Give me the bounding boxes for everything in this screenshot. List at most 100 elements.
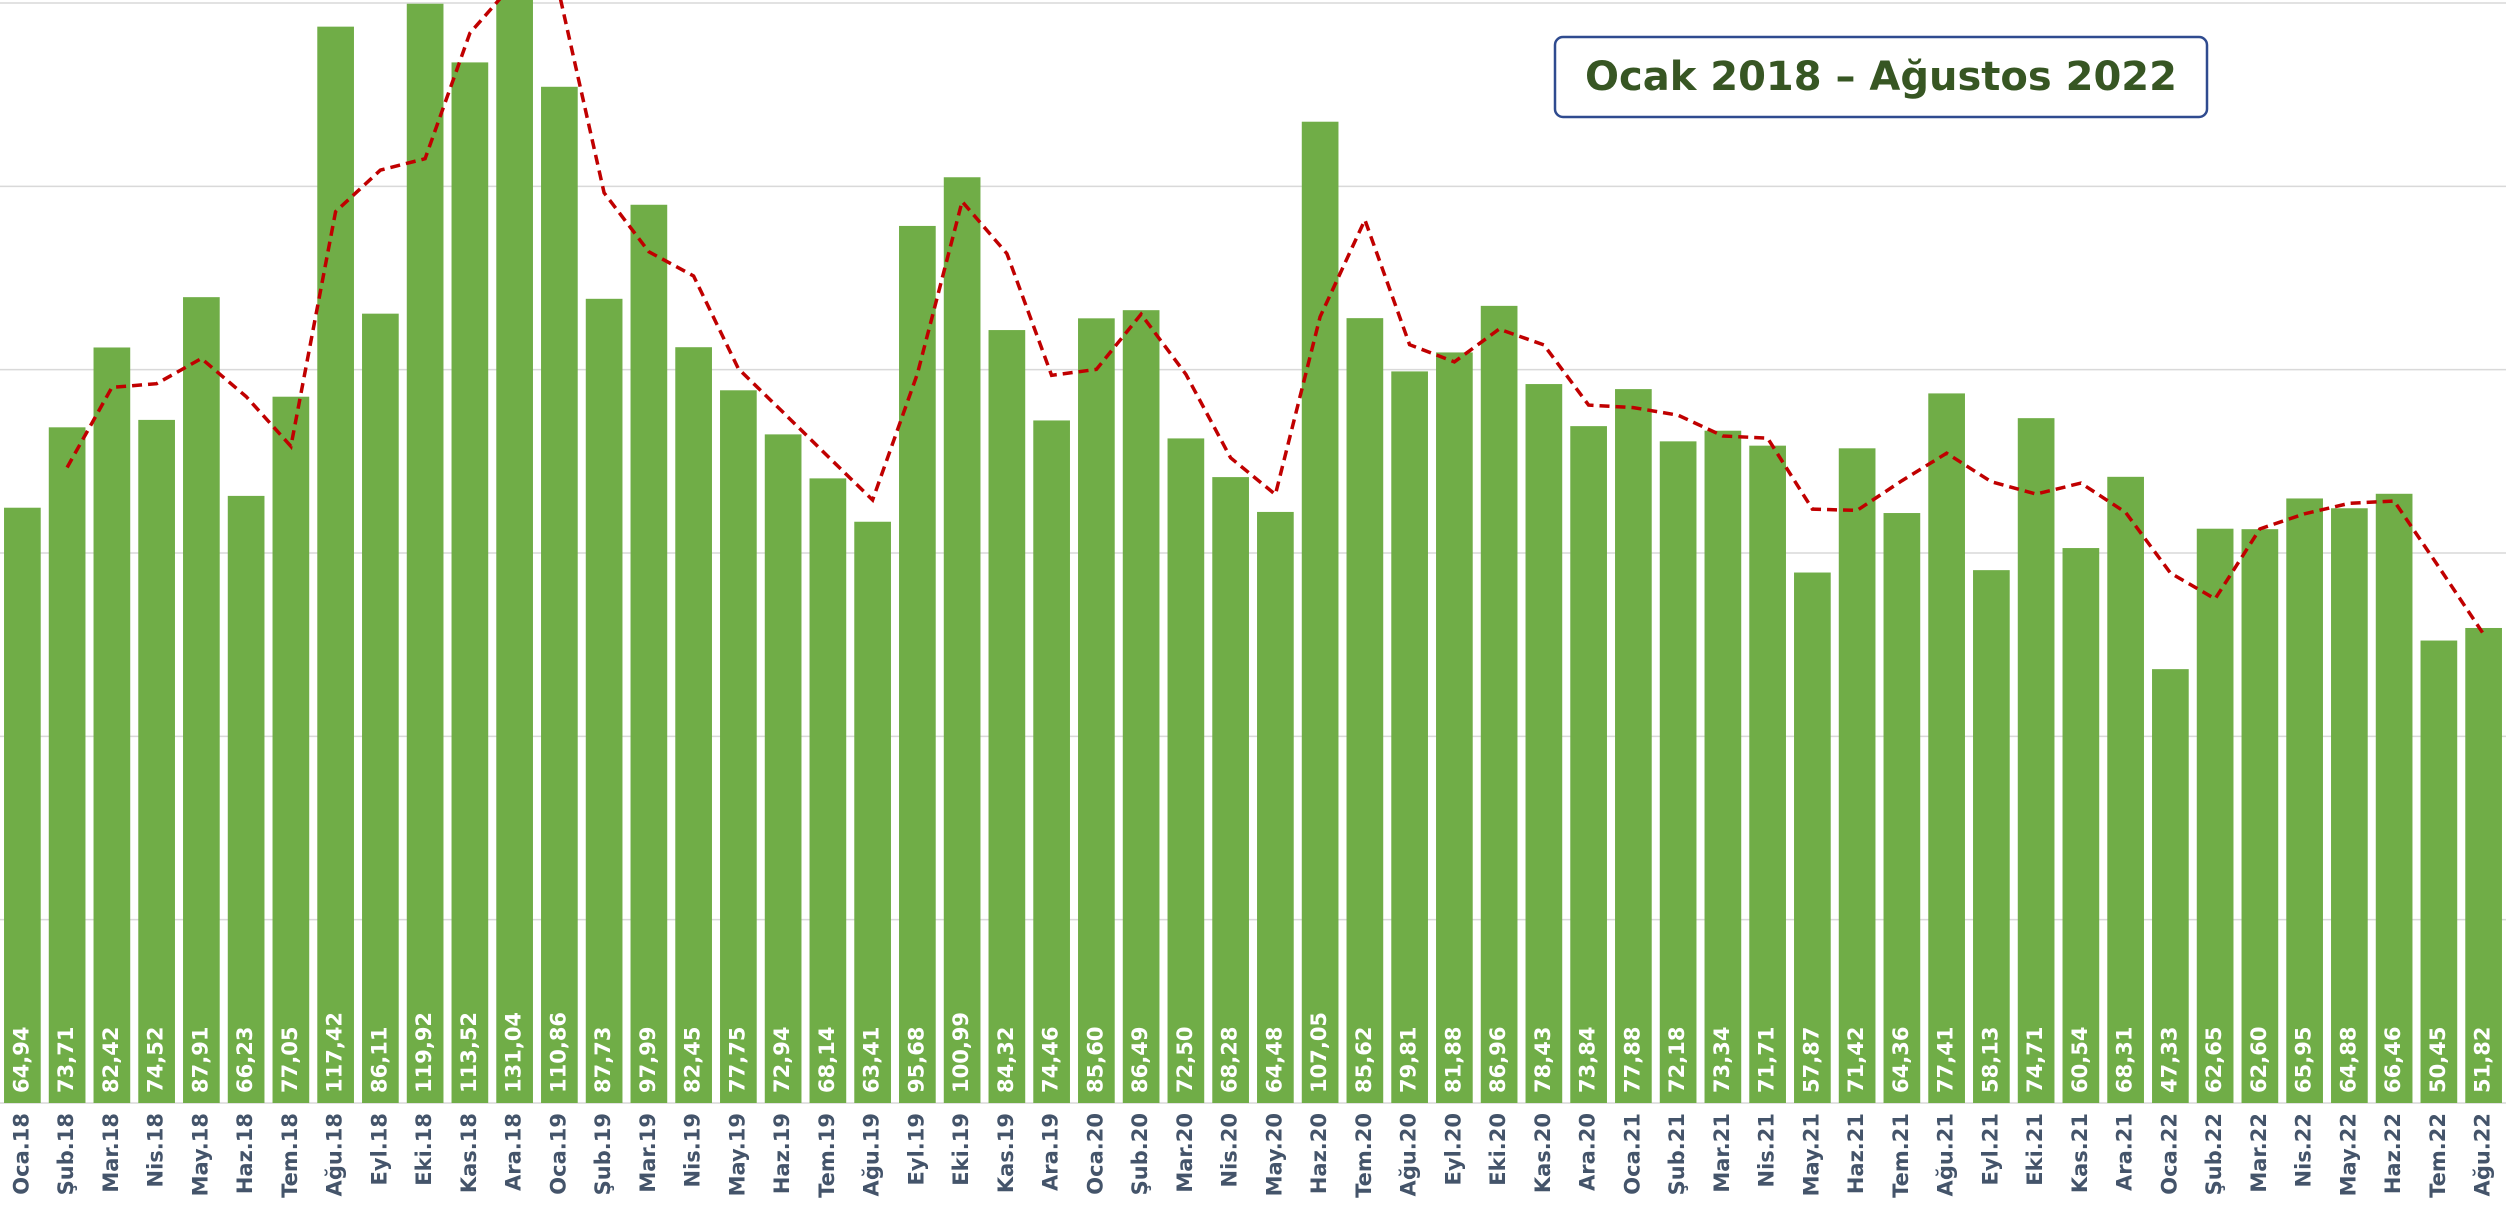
x-tick-label: Haz.22 [2381,1113,2405,1194]
x-tick-label: Eki.18 [412,1113,436,1186]
data-label: 66,46 [2381,1027,2405,1093]
bar [2152,669,2189,1103]
bar [1436,352,1473,1103]
bar [496,0,533,1103]
x-tick-label: Oca.18 [9,1113,33,1195]
bar [1078,318,1115,1103]
data-label: 71,71 [1755,1027,1779,1093]
x-tick-label: Ağu.20 [1397,1113,1421,1196]
trend-line [65,0,2486,636]
x-tick-label: Kas.21 [2068,1113,2092,1193]
x-tick-label: Tem.22 [2426,1113,2450,1198]
data-label: 87,73 [591,1027,615,1093]
x-tick-label: Ara.19 [1039,1113,1063,1191]
bar [1346,318,1384,1103]
data-label: 74,71 [2023,1027,2047,1093]
data-label: 86,11 [367,1027,391,1093]
data-label: 72,94 [770,1027,794,1093]
data-label: 110,86 [546,1012,570,1093]
data-label: 63,41 [860,1027,884,1093]
bar [2017,418,2055,1103]
labels: Oca.18 Şub.18 Mar.18 Nis.18 May.18 Haz.18 Tem.… [9,1012,2494,1198]
x-tick-label: Ağu.21 [1934,1113,1958,1196]
bar [2286,498,2323,1103]
x-tick-label: Haz.20 [1307,1113,1331,1194]
x-tick-label: Ağu.19 [860,1113,884,1196]
data-label: 77,88 [1620,1027,1644,1093]
bar [1659,441,1697,1104]
x-tick-label: Şub.20 [1128,1113,1152,1195]
x-tick-label: Şub.21 [1665,1113,1689,1195]
bar [585,298,623,1103]
x-tick-label: Kas.19 [994,1113,1018,1193]
data-label: 68,14 [815,1027,839,1093]
bar [1033,420,1070,1103]
x-tick-label: Tem.21 [1889,1113,1913,1198]
x-tick-label: Şub.22 [2202,1113,2226,1195]
bar [943,177,981,1104]
data-label: 85,62 [1352,1027,1376,1093]
bar [720,390,757,1104]
bar [272,396,310,1103]
data-label: 72,50 [1173,1027,1197,1093]
bar [1301,121,1339,1104]
x-tick-label: Oca.22 [2157,1113,2181,1195]
bar [1480,305,1518,1103]
lines [65,0,2486,636]
bar [899,225,936,1103]
data-label: 74,52 [144,1027,168,1093]
x-tick-label: Mar.22 [2247,1113,2271,1193]
data-label: 64,88 [2336,1027,2360,1093]
x-tick-label: Haz.19 [770,1113,794,1194]
data-label: 68,31 [2113,1027,2137,1093]
data-label: 107,05 [1307,1012,1331,1093]
x-tick-label: May.19 [725,1113,749,1196]
bar [1883,513,1921,1103]
x-tick-label: May.22 [2336,1113,2360,1196]
data-label: 71,42 [1844,1027,1868,1093]
x-tick-label: May.20 [1262,1113,1286,1196]
bar [2241,529,2279,1103]
bar [93,347,131,1103]
x-tick-label: Nis.19 [681,1113,705,1187]
x-tick-label: Nis.22 [2292,1113,2316,1187]
bar [1928,393,1965,1103]
data-label: 81,88 [1441,1027,1465,1093]
bar [1615,389,1652,1104]
x-tick-label: Ağu.18 [323,1113,347,1196]
bar [1257,511,1294,1103]
bar [1212,477,1249,1104]
data-label: 113,52 [457,1012,481,1093]
data-label: 73,34 [1710,1027,1734,1093]
data-label: 100,99 [949,1012,973,1093]
x-tick-label: Haz.21 [1844,1113,1868,1194]
bar [2375,493,2413,1103]
bar [2420,640,2458,1103]
bar [675,347,712,1103]
bar [317,26,354,1103]
bar [451,62,489,1103]
bar [541,86,578,1104]
data-label: 73,71 [54,1027,78,1093]
x-tick-label: Mar.19 [636,1113,660,1193]
bar [1749,445,1786,1103]
bars [4,0,2502,1104]
data-label: 117,42 [323,1012,347,1093]
bar [1570,426,1607,1104]
x-tick-label: Eki.19 [949,1113,973,1186]
bar [764,434,802,1104]
bar [1838,448,1876,1104]
x-tick-label: Nis.21 [1755,1113,1779,1187]
bar [854,521,891,1103]
x-tick-label: Oca.20 [1083,1113,1107,1195]
x-tick-label: Eyl.19 [904,1113,928,1185]
x-tick-label: Tem.20 [1352,1113,1376,1198]
x-tick-label: Nis.20 [1218,1113,1242,1187]
data-label: 82,42 [99,1027,123,1093]
x-tick-label: May.18 [188,1113,212,1196]
data-label: 95,68 [904,1027,928,1093]
data-label: 58,13 [1978,1027,2002,1093]
data-label: 85,60 [1083,1027,1107,1093]
bar [1704,430,1742,1103]
